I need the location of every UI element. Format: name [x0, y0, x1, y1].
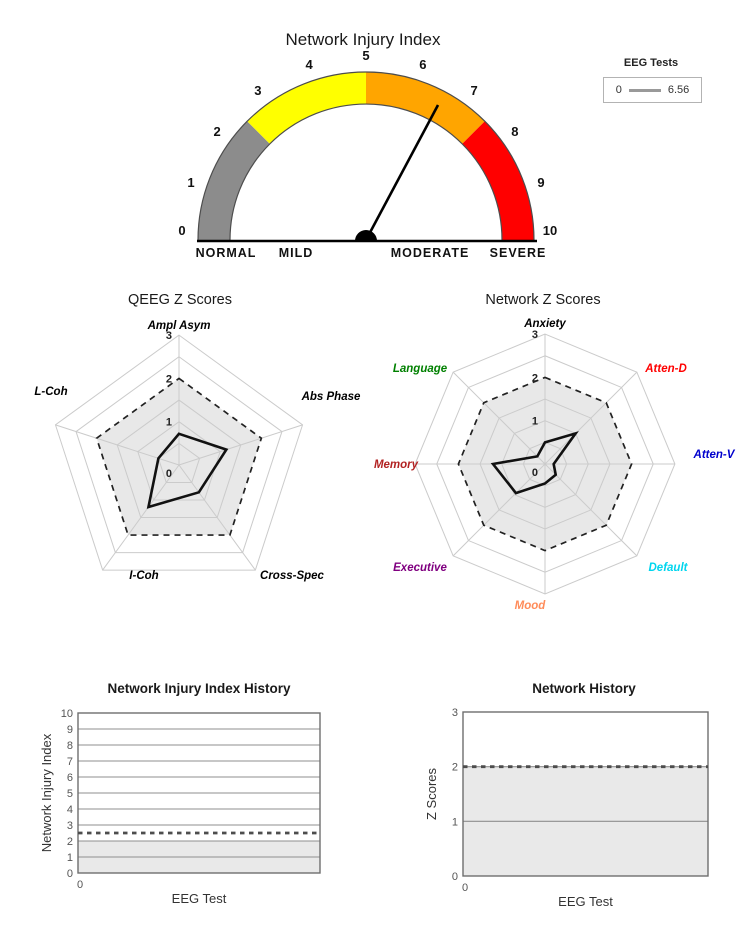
radar-axis-label-anxiety: Anxiety: [523, 318, 566, 330]
history-ytick: 2: [67, 836, 73, 848]
radar-threshold-ring: [457, 376, 633, 552]
history-ylabel: Network Injury Index: [39, 733, 54, 852]
network-injury-index-gauge: 0 1 2 3 4 5 6 7 8 9 10 NORMAL MILD MODERATE SEVERE: [178, 48, 557, 260]
history-ytick: 7: [67, 756, 73, 768]
gauge-zone-label: NORMAL: [196, 246, 257, 260]
history-ytick: 8: [67, 740, 73, 752]
history-ytick: 9: [67, 724, 73, 736]
gauge-title: Network Injury Index: [285, 30, 441, 49]
gauge-tick-label: 4: [306, 57, 314, 72]
history-ytick: 0: [452, 871, 458, 883]
history-ylabel: Z Scores: [424, 767, 439, 820]
radar-axis-label-amplasym: Ampl Asym: [147, 320, 211, 332]
legend-entry-label: 0: [615, 84, 622, 96]
radar-ring-tick: 0: [166, 468, 172, 480]
nii-history-title: Network Injury Index History: [107, 681, 291, 696]
radar-axis-label-absphase: Abs Phase: [301, 391, 361, 403]
network-history-chart: 0 1 2 3 0 Z Scores EEG Test: [424, 707, 709, 909]
radar-axis-label-attend: Atten-D: [644, 363, 687, 375]
history-ytick: 3: [452, 707, 458, 719]
radar-axis-label-mood: Mood: [515, 600, 547, 612]
radar-spoke: [178, 424, 303, 466]
gauge-zone-mild: [247, 72, 366, 144]
radar-spoke: [452, 463, 546, 557]
history-xtick: 0: [462, 882, 468, 894]
gauge-zone-severe: [462, 121, 534, 240]
radar-grid-ring: [116, 399, 242, 519]
radar-axis-label-default: Default: [649, 562, 689, 574]
radar-spoke: [102, 464, 180, 571]
radar-axis-label-crossspec: Cross-Spec: [260, 570, 325, 582]
gauge-tick-label: 6: [419, 57, 426, 72]
gauge-outer-edge: [197, 71, 535, 241]
radar-ring-tick: 3: [166, 330, 172, 342]
radar-axis-label-executive: Executive: [393, 562, 447, 574]
network-radar-title: Network Z Scores: [485, 292, 601, 308]
history-ytick: 5: [67, 788, 73, 800]
radar-axis-label-memory: Memory: [374, 459, 419, 471]
gauge-zone-label: SEVERE: [490, 246, 547, 260]
radar-ring-tick: 2: [166, 373, 172, 385]
history-xtick: 0: [77, 879, 83, 891]
radar-axis-label-icoh: I-Coh: [129, 570, 158, 582]
gauge-zone-moderate: [366, 72, 485, 144]
radar-spoke: [452, 371, 546, 465]
radar-ring-tick: 2: [532, 372, 538, 384]
gauge-tick-label: 2: [214, 124, 221, 139]
network-injury-index-history-chart: 0 1 2 3 4 5 6 7 8 9 10 0 Network Injury Index EEG Tes…: [39, 708, 321, 906]
gauge-zone-label: MILD: [279, 246, 314, 260]
legend-box: 0 6.56: [603, 77, 702, 103]
history-ytick: 3: [67, 820, 73, 832]
gauge-inner-edge: [229, 103, 503, 241]
history-ytick: 1: [452, 816, 458, 828]
radar-axis-label-attenv: Atten-V: [693, 449, 736, 461]
history-ytick: 6: [67, 772, 73, 784]
gauge-tick-label: 10: [543, 223, 557, 238]
radar-ring-tick: 0: [532, 467, 538, 479]
radar-data-polygon: [490, 431, 579, 495]
legend-title: EEG Tests: [623, 57, 679, 69]
gauge-tick-label: 7: [471, 83, 478, 98]
radar-axis-label-language: Language: [393, 363, 448, 375]
radar-spoke: [178, 464, 256, 571]
history-xlabel: EEG Test: [172, 891, 227, 906]
qeeg-radar-title: QEEG Z Scores: [128, 292, 232, 308]
gauge-pivot: [355, 230, 377, 241]
radar-ring-tick: 1: [532, 416, 538, 428]
history-ytick: 2: [452, 762, 458, 774]
radar-axis-label-lcoh: L-Coh: [34, 386, 67, 398]
history-plot-border: [77, 712, 321, 874]
legend-entry-value: 6.56: [667, 84, 690, 96]
history-xlabel: EEG Test: [558, 894, 613, 909]
gauge-tick-label: 8: [511, 124, 518, 139]
gauge-tick-label: 9: [537, 175, 544, 190]
history-ytick: 1: [67, 852, 73, 864]
radar-ring-tick: 3: [532, 329, 538, 341]
radar-threshold-ring: [95, 377, 263, 536]
radar-grid-ring: [54, 334, 304, 571]
gauge-needle: [364, 104, 440, 241]
radar-grid-ring: [75, 356, 283, 554]
gauge-zone-label: MODERATE: [391, 246, 470, 260]
radar-ring-tick: 1: [166, 417, 172, 429]
history-plot-border: [462, 711, 709, 877]
legend-line-swatch: [628, 88, 661, 92]
history-ytick: 0: [67, 868, 73, 880]
radar-data-polygon: [146, 432, 229, 509]
radar-spoke: [544, 463, 638, 557]
radar-spoke: [544, 371, 638, 465]
gauge-tick-label: 3: [254, 83, 261, 98]
gauge-tick-label: 5: [362, 48, 369, 63]
network-history-title: Network History: [532, 681, 636, 696]
gauge-tick-label: 1: [187, 175, 194, 190]
gauge-tick-label: 0: [178, 223, 185, 238]
history-ytick: 10: [61, 708, 73, 720]
gauge-zone-normal: [198, 121, 270, 240]
history-ytick: 4: [67, 804, 73, 816]
